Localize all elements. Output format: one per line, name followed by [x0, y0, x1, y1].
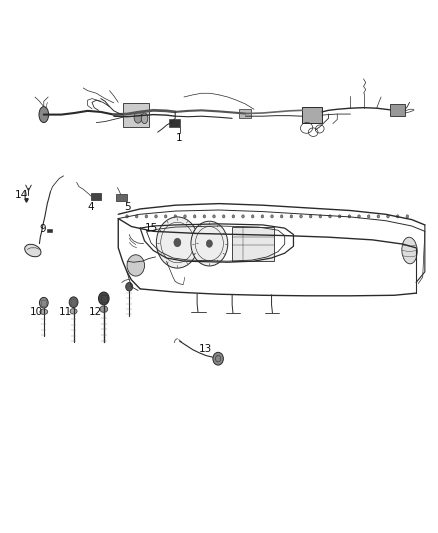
- Circle shape: [309, 215, 312, 218]
- Bar: [239, 109, 251, 118]
- Ellipse shape: [402, 237, 417, 264]
- Text: 13: 13: [199, 344, 212, 354]
- Text: 15: 15: [145, 223, 158, 232]
- Ellipse shape: [100, 306, 108, 312]
- Circle shape: [328, 215, 331, 218]
- Circle shape: [126, 215, 128, 218]
- Circle shape: [126, 282, 133, 291]
- Circle shape: [280, 215, 283, 218]
- Bar: [91, 193, 101, 200]
- Circle shape: [213, 215, 215, 218]
- Ellipse shape: [134, 111, 142, 123]
- Text: 1: 1: [176, 133, 183, 142]
- Bar: [101, 295, 107, 302]
- Bar: [41, 300, 46, 306]
- Text: 12: 12: [89, 307, 102, 317]
- Circle shape: [348, 215, 351, 218]
- Bar: [47, 229, 52, 232]
- Circle shape: [145, 215, 148, 218]
- Circle shape: [290, 215, 293, 218]
- Circle shape: [406, 215, 409, 218]
- Ellipse shape: [40, 309, 48, 314]
- Ellipse shape: [39, 107, 49, 123]
- Bar: [71, 299, 76, 305]
- Circle shape: [135, 215, 138, 218]
- Ellipse shape: [141, 113, 148, 124]
- Bar: [123, 103, 149, 127]
- Circle shape: [193, 215, 196, 218]
- Circle shape: [251, 215, 254, 218]
- Circle shape: [242, 215, 244, 218]
- Circle shape: [396, 215, 399, 218]
- Circle shape: [387, 215, 389, 218]
- Circle shape: [203, 215, 206, 218]
- Circle shape: [99, 292, 109, 305]
- Circle shape: [174, 215, 177, 218]
- Bar: [390, 104, 405, 116]
- Circle shape: [213, 352, 223, 365]
- Bar: [116, 194, 127, 201]
- Circle shape: [232, 215, 235, 218]
- Circle shape: [261, 215, 264, 218]
- Bar: [232, 227, 274, 261]
- Circle shape: [367, 215, 370, 218]
- Circle shape: [377, 215, 380, 218]
- Circle shape: [223, 215, 225, 218]
- Circle shape: [191, 221, 228, 266]
- Circle shape: [300, 215, 302, 218]
- Ellipse shape: [25, 244, 41, 257]
- Circle shape: [164, 215, 167, 218]
- Circle shape: [127, 255, 145, 276]
- Circle shape: [156, 217, 198, 268]
- Text: 14: 14: [14, 190, 28, 199]
- Circle shape: [184, 215, 186, 218]
- Text: 4: 4: [87, 202, 94, 212]
- Bar: [302, 107, 322, 123]
- Bar: [169, 119, 180, 127]
- Text: 11: 11: [59, 307, 72, 317]
- Text: 9: 9: [39, 224, 46, 234]
- Circle shape: [155, 215, 157, 218]
- Circle shape: [39, 297, 48, 308]
- Ellipse shape: [70, 309, 77, 314]
- Text: 10: 10: [29, 307, 42, 317]
- Text: 5: 5: [124, 202, 131, 212]
- Circle shape: [339, 215, 341, 218]
- Circle shape: [174, 238, 181, 247]
- Circle shape: [358, 215, 360, 218]
- Circle shape: [69, 297, 78, 308]
- Circle shape: [271, 215, 273, 218]
- Circle shape: [319, 215, 321, 218]
- Circle shape: [206, 240, 212, 247]
